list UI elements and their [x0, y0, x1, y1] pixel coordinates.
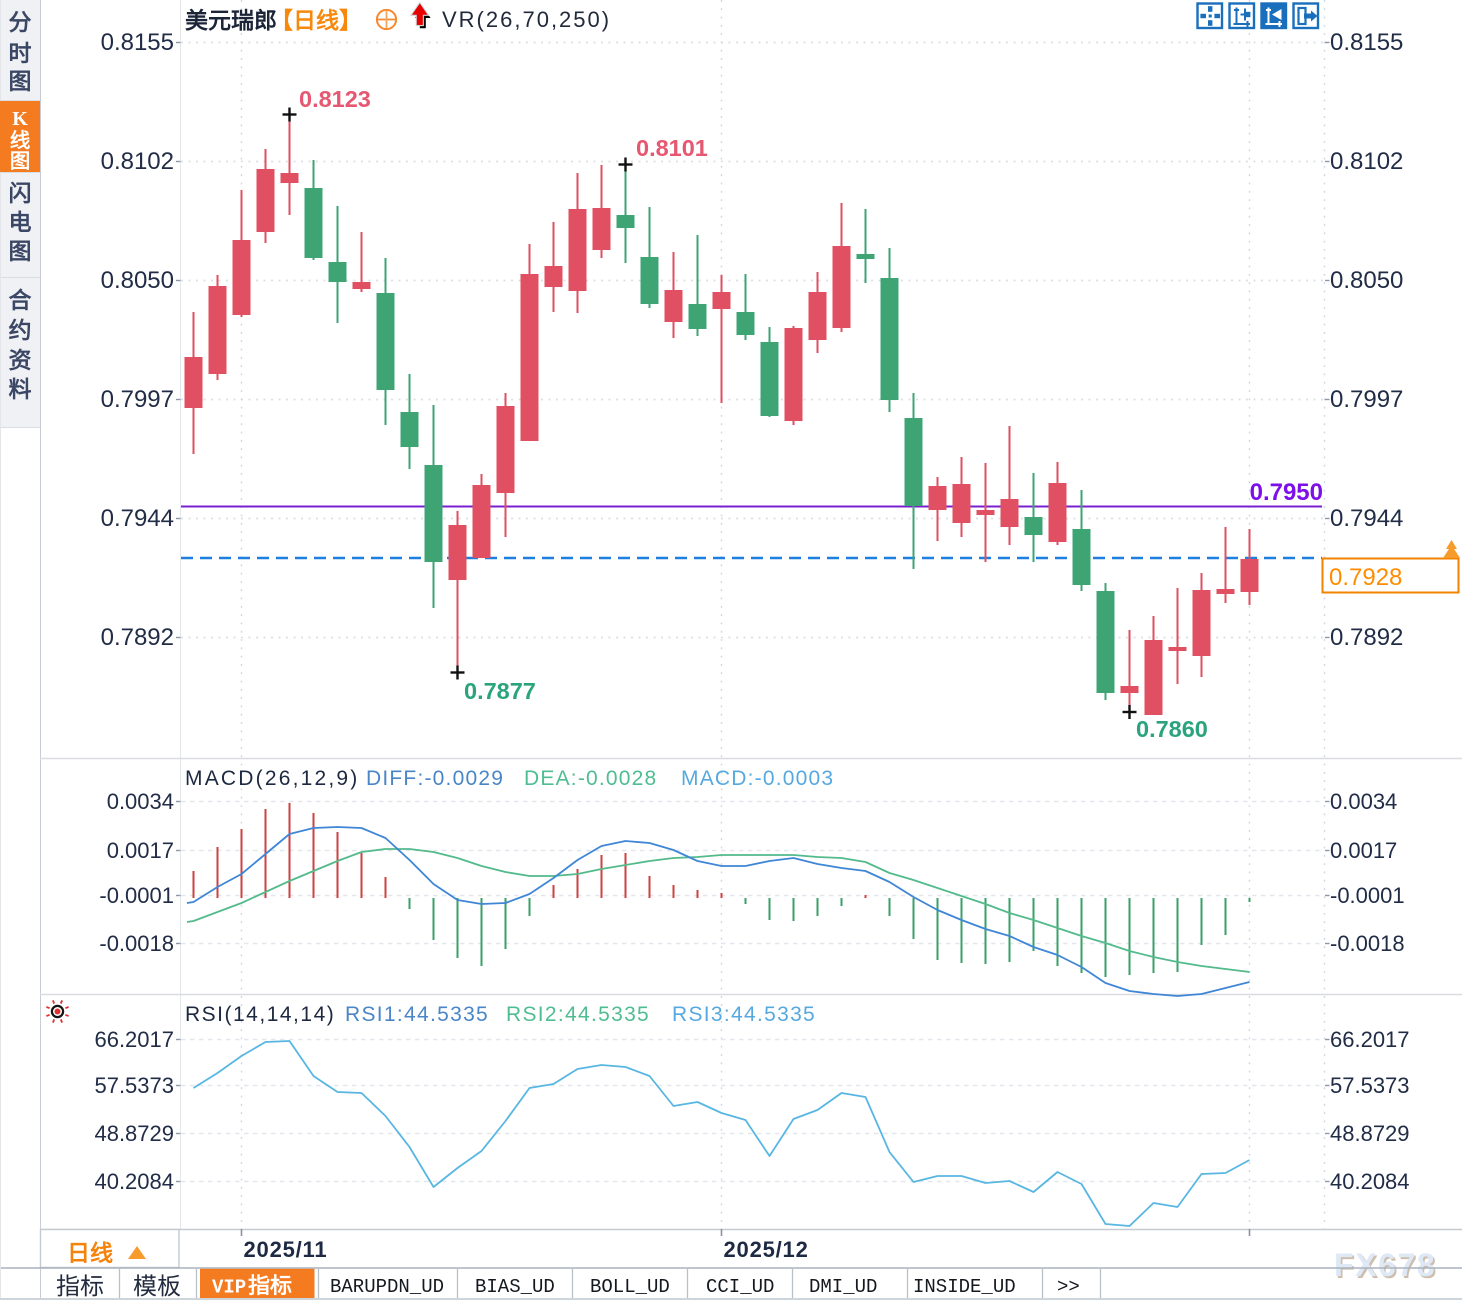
- svg-text:2025/12: 2025/12: [724, 1237, 809, 1262]
- svg-text:-0.0001: -0.0001: [1330, 883, 1405, 908]
- svg-text:-0.0001: -0.0001: [99, 883, 174, 908]
- svg-text:CCI_UD: CCI_UD: [706, 1276, 774, 1298]
- svg-text:BOLL_UD: BOLL_UD: [590, 1276, 670, 1298]
- svg-text:VIP: VIP: [212, 1277, 246, 1299]
- svg-text:>>: >>: [1057, 1276, 1080, 1298]
- svg-text:0.7892: 0.7892: [1330, 624, 1403, 651]
- svg-text:0.8101: 0.8101: [636, 135, 708, 161]
- svg-text:MACD(26,12,9): MACD(26,12,9): [185, 767, 359, 790]
- svg-text:0.8155: 0.8155: [101, 29, 174, 56]
- svg-text:0.8123: 0.8123: [299, 86, 371, 112]
- svg-text:0.7860: 0.7860: [1136, 716, 1208, 742]
- svg-text:0.0017: 0.0017: [107, 838, 174, 863]
- svg-text:K: K: [12, 108, 28, 130]
- svg-text:0.7944: 0.7944: [1330, 505, 1403, 532]
- svg-text:66.2017: 66.2017: [1330, 1027, 1410, 1052]
- svg-text:48.8729: 48.8729: [94, 1121, 174, 1146]
- svg-text:RSI(14,14,14): RSI(14,14,14): [185, 1003, 335, 1026]
- svg-text:DEA:-0.0028: DEA:-0.0028: [524, 767, 657, 790]
- svg-text:40.2084: 40.2084: [1330, 1169, 1410, 1194]
- svg-text:0.8050: 0.8050: [1330, 267, 1403, 294]
- svg-text:DMI_UD: DMI_UD: [809, 1276, 877, 1298]
- svg-text:2025/11: 2025/11: [244, 1237, 328, 1262]
- svg-text:0.8102: 0.8102: [1330, 148, 1403, 175]
- svg-text:0.7928: 0.7928: [1329, 564, 1402, 591]
- svg-text:0.7997: 0.7997: [101, 386, 174, 413]
- svg-text:VR(26,70,250): VR(26,70,250): [442, 7, 611, 32]
- svg-text:RSI3:44.5335: RSI3:44.5335: [672, 1003, 816, 1026]
- svg-text:INSIDE_UD: INSIDE_UD: [913, 1276, 1016, 1298]
- svg-text:66.2017: 66.2017: [94, 1027, 174, 1052]
- svg-text:0.8155: 0.8155: [1330, 29, 1403, 56]
- svg-text:0.7877: 0.7877: [464, 678, 536, 704]
- svg-text:40.2084: 40.2084: [94, 1169, 174, 1194]
- svg-text:57.5373: 57.5373: [1330, 1073, 1410, 1098]
- svg-text:-0.0018: -0.0018: [1330, 931, 1405, 956]
- svg-text:57.5373: 57.5373: [94, 1073, 174, 1098]
- svg-text:0.7944: 0.7944: [101, 505, 174, 532]
- svg-text:FX678: FX678: [1334, 1247, 1436, 1283]
- svg-text:FX678: FX678: [1336, 1249, 1438, 1285]
- svg-text:RSI2:44.5335: RSI2:44.5335: [506, 1003, 650, 1026]
- svg-text:DIFF:-0.0029: DIFF:-0.0029: [366, 767, 504, 790]
- svg-text:0.8050: 0.8050: [101, 267, 174, 294]
- svg-text:0.7950: 0.7950: [1250, 479, 1323, 506]
- svg-text:MACD:-0.0003: MACD:-0.0003: [681, 767, 834, 790]
- svg-text:-0.0018: -0.0018: [99, 931, 174, 956]
- svg-text:0.0034: 0.0034: [1330, 789, 1397, 814]
- svg-text:0.0034: 0.0034: [107, 789, 174, 814]
- svg-text:0.7997: 0.7997: [1330, 386, 1403, 413]
- svg-text:48.8729: 48.8729: [1330, 1121, 1410, 1146]
- svg-text:0.7892: 0.7892: [101, 624, 174, 651]
- svg-text:0.8102: 0.8102: [101, 148, 174, 175]
- svg-text:RSI1:44.5335: RSI1:44.5335: [345, 1003, 489, 1026]
- svg-text:BIAS_UD: BIAS_UD: [475, 1276, 555, 1298]
- svg-text:0.0017: 0.0017: [1330, 838, 1397, 863]
- svg-text:BARUPDN_UD: BARUPDN_UD: [330, 1276, 444, 1298]
